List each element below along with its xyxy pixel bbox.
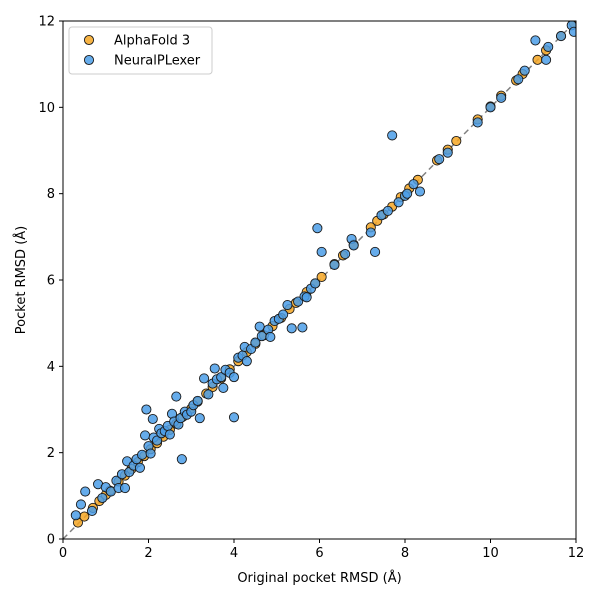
data-point — [555, 31, 567, 42]
data-point — [79, 511, 90, 522]
legend-marker — [83, 54, 95, 66]
data-point — [286, 323, 297, 334]
data-point — [348, 240, 359, 251]
x-tick-label: 2 — [144, 546, 152, 561]
data-point — [192, 395, 203, 406]
data-point — [80, 486, 91, 497]
data-point — [75, 499, 87, 510]
data-point — [297, 322, 308, 333]
data-point — [543, 41, 554, 52]
data-point — [87, 505, 98, 516]
data-point — [147, 413, 158, 425]
legend: AlphaFold 3 NeuralPLexer — [68, 26, 213, 75]
data-point — [519, 65, 530, 76]
y-tick-label: 4 — [47, 360, 55, 375]
x-tick-label: 6 — [315, 546, 323, 561]
data-point — [218, 382, 229, 393]
x-tick-label: 8 — [401, 546, 409, 561]
legend-label: NeuralPLexer — [114, 54, 201, 69]
data-point — [310, 278, 321, 289]
data-point — [254, 321, 265, 332]
data-point — [329, 259, 340, 270]
data-point — [164, 429, 175, 440]
data-point — [145, 448, 156, 459]
data-point — [278, 309, 289, 320]
legend-box — [68, 26, 213, 75]
data-point — [513, 74, 524, 85]
data-point — [241, 356, 252, 367]
data-point — [365, 227, 376, 238]
data-point — [265, 331, 276, 343]
data-point — [216, 372, 227, 383]
plot-frame — [62, 20, 577, 540]
y-tick-label: 10 — [38, 101, 55, 116]
data-point — [137, 449, 148, 460]
data-point — [140, 430, 151, 441]
data-point — [134, 462, 145, 473]
y-tick-label: 12 — [38, 15, 55, 30]
data-point — [209, 363, 220, 374]
legend-label: AlphaFold 3 — [114, 34, 190, 49]
x-tick-label: 0 — [59, 546, 67, 561]
data-point — [250, 337, 261, 348]
data-point — [151, 435, 163, 446]
axis-ticks: 0 2 4 6 8 10 12 0 2 4 6 8 10 12 — [38, 15, 584, 562]
x-axis-label: Original pocket RMSD (Å) — [237, 570, 401, 586]
data-point — [176, 454, 187, 465]
data-point — [451, 135, 462, 147]
data-point — [414, 186, 426, 197]
data-point — [485, 102, 496, 113]
data-point — [408, 179, 419, 190]
y-tick-label: 8 — [47, 187, 55, 202]
data-point — [171, 391, 182, 402]
data-point — [194, 413, 205, 424]
data-point — [316, 246, 327, 257]
data-point — [393, 197, 404, 208]
data-point — [496, 92, 507, 103]
data-point — [568, 26, 576, 37]
legend-marker — [83, 34, 95, 46]
data-point — [532, 54, 543, 65]
y-tick-label: 2 — [47, 446, 55, 461]
data-point — [228, 412, 240, 423]
data-point — [316, 271, 327, 283]
data-points — [70, 21, 576, 528]
data-point — [472, 117, 483, 128]
x-tick-label: 4 — [230, 546, 238, 561]
series-1 — [70, 21, 576, 521]
data-point — [97, 492, 108, 504]
y-tick-label: 0 — [47, 533, 55, 548]
data-point — [282, 299, 293, 311]
data-point — [530, 35, 541, 46]
data-point — [312, 223, 323, 234]
data-point — [141, 404, 152, 415]
data-point — [228, 372, 240, 383]
data-point — [402, 188, 413, 199]
x-tick-label: 10 — [482, 546, 499, 561]
data-point — [301, 292, 312, 303]
data-point — [541, 54, 552, 65]
data-point — [199, 373, 210, 384]
data-point — [119, 483, 131, 494]
data-point — [340, 249, 351, 260]
data-point — [203, 389, 214, 400]
x-tick-label: 12 — [568, 546, 585, 561]
data-point — [434, 154, 445, 165]
data-point — [387, 130, 398, 141]
data-point — [442, 147, 453, 158]
y-axis-label: Pocket RMSD (Å) — [13, 226, 29, 334]
data-point — [382, 205, 393, 216]
data-point — [370, 246, 381, 257]
data-point — [70, 510, 81, 521]
y-tick-label: 6 — [47, 274, 55, 289]
